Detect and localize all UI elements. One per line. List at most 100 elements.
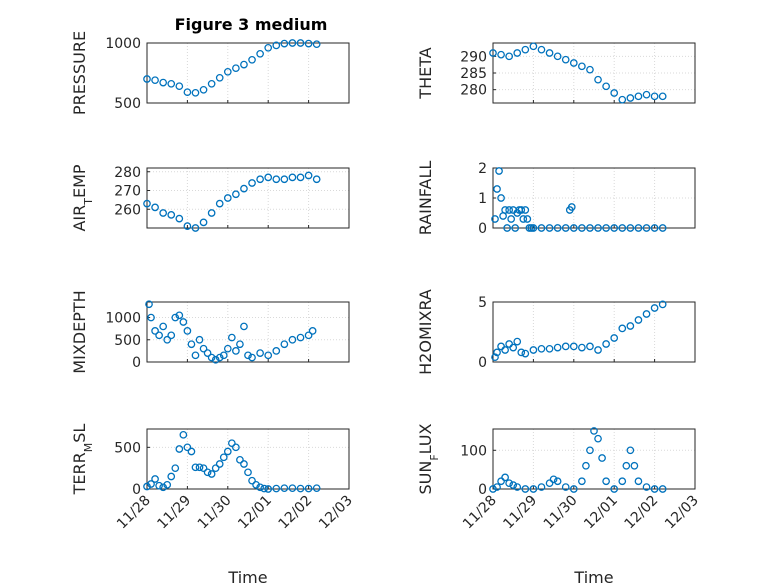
data-point bbox=[594, 434, 602, 443]
axes-frame bbox=[146, 428, 350, 490]
subplot-pressure: 500 1000 PRESSURE bbox=[70, 31, 350, 115]
data-point bbox=[256, 349, 264, 357]
data-point bbox=[244, 351, 252, 360]
data-point bbox=[223, 344, 232, 353]
data-point bbox=[521, 485, 530, 493]
data-point bbox=[312, 484, 321, 493]
data-point bbox=[513, 49, 522, 57]
data-point bbox=[553, 52, 562, 61]
data-point bbox=[203, 468, 212, 477]
y-axis-label: SUNFLUX bbox=[416, 423, 441, 494]
data-point bbox=[280, 175, 289, 184]
data-point bbox=[594, 346, 602, 354]
data-point bbox=[240, 460, 248, 468]
data-point bbox=[626, 322, 635, 330]
data-point bbox=[553, 224, 562, 232]
figure-title: Figure 3 medium bbox=[175, 15, 328, 34]
data-point bbox=[272, 347, 281, 355]
data-point bbox=[537, 224, 546, 232]
data-point bbox=[586, 65, 594, 74]
subplot-mixdepth: 0 500 1000 MIXDEPTH bbox=[70, 290, 350, 374]
data-point bbox=[199, 85, 208, 94]
data-point bbox=[304, 171, 313, 180]
data-point bbox=[256, 49, 264, 58]
y-tick-label: 280 bbox=[114, 165, 141, 181]
data-point bbox=[553, 477, 562, 486]
data-point bbox=[159, 209, 168, 217]
data-point bbox=[159, 322, 168, 331]
y-tick-label: 500 bbox=[114, 96, 141, 112]
data-point bbox=[626, 446, 635, 455]
y-axis-label: MIXDEPTH bbox=[70, 290, 89, 373]
data-point bbox=[191, 351, 200, 360]
data-point bbox=[272, 175, 281, 184]
data-point bbox=[549, 475, 558, 484]
data-point bbox=[296, 173, 305, 182]
data-point bbox=[569, 342, 578, 351]
data-point bbox=[288, 173, 297, 182]
y-axis-label: THETA bbox=[416, 47, 435, 99]
data-point bbox=[650, 92, 659, 101]
data-point bbox=[223, 194, 232, 202]
data-point bbox=[513, 337, 522, 346]
data-point bbox=[312, 175, 321, 184]
data-point bbox=[304, 39, 313, 48]
data-point bbox=[489, 49, 497, 57]
data-point bbox=[195, 463, 204, 472]
x-tick-label: 12/03 bbox=[662, 493, 702, 533]
y-tick-label: 1 bbox=[478, 191, 487, 207]
data-point bbox=[634, 477, 643, 486]
data-point bbox=[507, 215, 516, 223]
data-point bbox=[191, 224, 200, 232]
data-point bbox=[598, 454, 606, 462]
data-point bbox=[151, 475, 159, 483]
data-point bbox=[199, 344, 208, 353]
data-point bbox=[260, 484, 269, 493]
axes-frame bbox=[146, 167, 350, 229]
data-point bbox=[248, 179, 256, 187]
x-axis-label: Time bbox=[227, 568, 267, 583]
x-tick-label: 12/02 bbox=[622, 493, 662, 533]
data-point bbox=[167, 79, 176, 88]
y-axis-label: PRESSURE bbox=[70, 31, 89, 115]
data-point bbox=[495, 167, 503, 175]
data-point bbox=[223, 447, 232, 456]
data-point bbox=[569, 224, 578, 232]
data-point bbox=[493, 483, 501, 491]
y-tick-label: 500 bbox=[114, 440, 141, 456]
data-point bbox=[642, 310, 651, 318]
data-point bbox=[519, 215, 528, 223]
data-point bbox=[236, 455, 244, 464]
data-point bbox=[509, 481, 518, 489]
data-point bbox=[618, 224, 627, 232]
y-tick-label: 100 bbox=[460, 443, 487, 459]
data-point bbox=[523, 215, 532, 223]
data-point bbox=[505, 206, 514, 214]
data-point bbox=[610, 224, 619, 232]
data-point bbox=[642, 483, 651, 491]
data-point bbox=[545, 344, 554, 353]
data-point bbox=[227, 439, 236, 448]
data-point bbox=[501, 473, 509, 482]
data-point bbox=[626, 224, 635, 232]
data-point bbox=[151, 327, 159, 335]
data-point bbox=[199, 218, 208, 227]
data-point bbox=[594, 224, 602, 232]
data-point bbox=[491, 215, 499, 223]
data-point bbox=[650, 485, 659, 493]
data-point bbox=[537, 344, 546, 353]
data-point bbox=[610, 89, 619, 97]
data-point bbox=[658, 485, 667, 493]
x-tick-label: 11/29 bbox=[154, 493, 194, 533]
data-point bbox=[517, 206, 526, 214]
data-point bbox=[163, 480, 172, 489]
data-point bbox=[618, 95, 627, 104]
data-point bbox=[143, 75, 151, 83]
data-point bbox=[296, 39, 305, 47]
data-point bbox=[521, 206, 530, 214]
data-point bbox=[143, 199, 151, 208]
data-point bbox=[561, 224, 570, 232]
data-point bbox=[590, 427, 598, 435]
data-point bbox=[215, 73, 224, 82]
